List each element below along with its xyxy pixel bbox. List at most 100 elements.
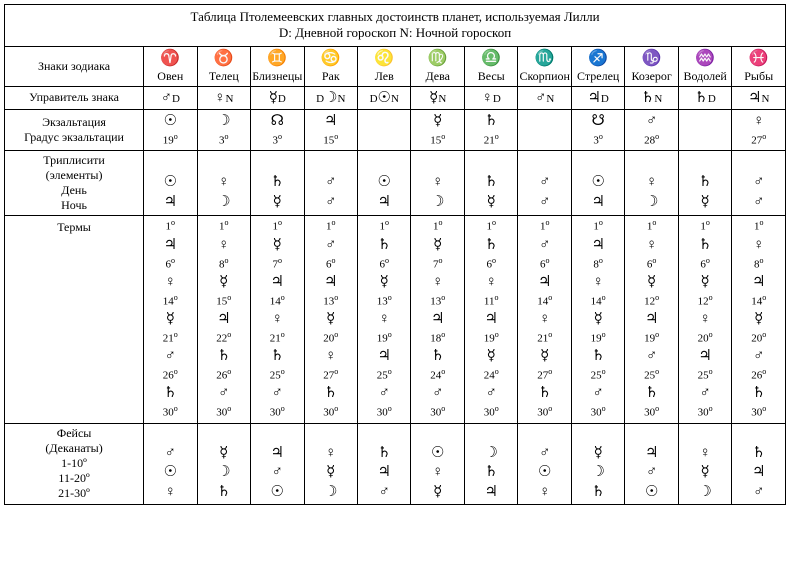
row-label-trip: Триплисити (элементы) День Ночь [5, 151, 144, 216]
exaltation-cell [358, 110, 411, 151]
exaltation-cell [518, 110, 571, 151]
sign-name: Козерог [626, 69, 676, 84]
terms-cell: 1o♀8o☿15o♃22o♄26o♂30o [197, 216, 250, 423]
faces-cell: ♂☉♀ [518, 423, 571, 504]
faces-cell: ♄♃♂ [732, 423, 786, 504]
sign-header: ♓Рыбы [732, 46, 786, 86]
ruler-cell: ♂D [144, 86, 197, 110]
sign-symbol-icon: ♒ [680, 49, 730, 69]
title-text: Таблица Птолемеевских главных достоинств… [190, 9, 599, 24]
exaltation-cell: ☊3o [251, 110, 304, 151]
table-title: Таблица Птолемеевских главных достоинств… [5, 5, 786, 47]
sign-symbol-icon: ♉ [199, 49, 249, 69]
triplicity-cell: ♂♂ [732, 151, 786, 216]
ruler-cell: D☉N [358, 86, 411, 110]
faces-label-5: 21-30º [58, 486, 90, 500]
sign-symbol-icon: ♍ [412, 49, 462, 69]
row-label-signs: Знаки зодиака [5, 46, 144, 86]
triplicity-cell: ♀☽ [197, 151, 250, 216]
terms-cell: 1o☿7o♀13o♃18o♄24o♂30o [411, 216, 464, 423]
exalt-label-1: Экзальтация [42, 115, 106, 129]
sign-symbol-icon: ♑ [626, 49, 676, 69]
sign-name: Близнецы [252, 69, 302, 84]
terms-cell: 1o♀8o♃14o☿20o♂26o♄30o [732, 216, 786, 423]
exaltation-cell: ☽3o [197, 110, 250, 151]
terms-cell: 1o♄6o♀11o♃19o☿24o♂30o [464, 216, 517, 423]
ruler-cell: ☿D [251, 86, 304, 110]
terms-cell: 1o♄6o☿12o♀20o♃25o♂30o [678, 216, 731, 423]
triplicity-cell: ♀☽ [625, 151, 678, 216]
faces-cell: ♀☿☽ [304, 423, 357, 504]
exaltation-cell: ♀27o [732, 110, 786, 151]
sign-header: ♐Стрелец [571, 46, 624, 86]
exaltation-cell: ☋3o [571, 110, 624, 151]
terms-cell: 1o♃6o♀14o☿21o♂26o♄30o [144, 216, 197, 423]
exaltation-cell: ♃15o [304, 110, 357, 151]
triplicity-cell: ☉♃ [571, 151, 624, 216]
triplicity-cell: ♀☽ [411, 151, 464, 216]
faces-label-1: Фейсы [57, 426, 92, 440]
row-label-ruler: Управитель знака [5, 86, 144, 110]
triplicity-cell: ☉♃ [144, 151, 197, 216]
faces-cell: ♀☿☽ [678, 423, 731, 504]
sign-symbol-icon: ♎ [466, 49, 516, 69]
ruler-cell: ☿N [411, 86, 464, 110]
triplicity-cell: ♂♂ [304, 151, 357, 216]
trip-label-1: Триплисити [43, 153, 105, 167]
terms-cell: 1o☿7o♃14o♀21o♄25o♂30o [251, 216, 304, 423]
sign-symbol-icon: ♊ [252, 49, 302, 69]
terms-cell: 1o♂6o♃14o♀21o☿27o♄30o [518, 216, 571, 423]
sign-symbol-icon: ♓ [733, 49, 784, 69]
sign-symbol-icon: ♈ [145, 49, 195, 69]
sign-header: ♊Близнецы [251, 46, 304, 86]
ruler-cell: ♂N [518, 86, 571, 110]
triplicity-cell: ♂♂ [518, 151, 571, 216]
trip-label-3: День [61, 183, 87, 197]
faces-cell: ☿☽♄ [197, 423, 250, 504]
row-label-exalt: Экзальтация Градус экзальтации [5, 110, 144, 151]
exaltation-cell: ☿15o [411, 110, 464, 151]
sign-header: ♈Овен [144, 46, 197, 86]
triplicity-cell: ♄☿ [464, 151, 517, 216]
faces-label-3: 1-10º [61, 456, 87, 470]
sign-header: ♑Козерог [625, 46, 678, 86]
faces-cell: ☿☽♄ [571, 423, 624, 504]
triplicity-cell: ♄☿ [678, 151, 731, 216]
exaltation-cell: ♂28o [625, 110, 678, 151]
ruler-cell: ♄D [678, 86, 731, 110]
faces-cell: ♄♃♂ [358, 423, 411, 504]
faces-label-2: (Деканаты) [45, 441, 102, 455]
sign-header: ♋Рак [304, 46, 357, 86]
sign-header: ♍Дева [411, 46, 464, 86]
ruler-cell: ♄N [625, 86, 678, 110]
sign-symbol-icon: ♐ [573, 49, 623, 69]
sign-header: ♉Телец [197, 46, 250, 86]
sign-name: Рак [306, 69, 356, 84]
trip-label-4: Ночь [61, 198, 87, 212]
triplicity-cell: ☉♃ [358, 151, 411, 216]
subtitle-text: D: Дневной гороскоп N: Ночной гороскоп [279, 25, 511, 40]
exalt-label-2: Градус экзальтации [24, 130, 124, 144]
dignities-table: Таблица Птолемеевских главных достоинств… [4, 4, 786, 505]
sign-symbol-icon: ♌ [359, 49, 409, 69]
row-label-faces: Фейсы (Деканаты) 1-10º 11-20º 21-30º [5, 423, 144, 504]
sign-name: Весы [466, 69, 516, 84]
ruler-cell: D☽N [304, 86, 357, 110]
sign-name: Телец [199, 69, 249, 84]
exaltation-cell: ♄21o [464, 110, 517, 151]
row-label-terms: Термы [5, 216, 144, 423]
faces-cell: ☉♀☿ [411, 423, 464, 504]
sign-name: Скорпион [519, 69, 569, 84]
sign-header: ♒Водолей [678, 46, 731, 86]
sign-name: Стрелец [573, 69, 623, 84]
sign-symbol-icon: ♏ [519, 49, 569, 69]
terms-cell: 1o♃8o♀14o☿19o♄25o♂30o [571, 216, 624, 423]
terms-cell: 1o♂6o♃13o☿20o♀27o♄30o [304, 216, 357, 423]
sign-name: Водолей [680, 69, 730, 84]
terms-cell: 1o♀6o☿12o♃19o♂25o♄30o [625, 216, 678, 423]
sign-header: ♌Лев [358, 46, 411, 86]
faces-cell: ♂☉♀ [144, 423, 197, 504]
sign-name: Дева [412, 69, 462, 84]
triplicity-cell: ♄☿ [251, 151, 304, 216]
ruler-cell: ♀N [197, 86, 250, 110]
